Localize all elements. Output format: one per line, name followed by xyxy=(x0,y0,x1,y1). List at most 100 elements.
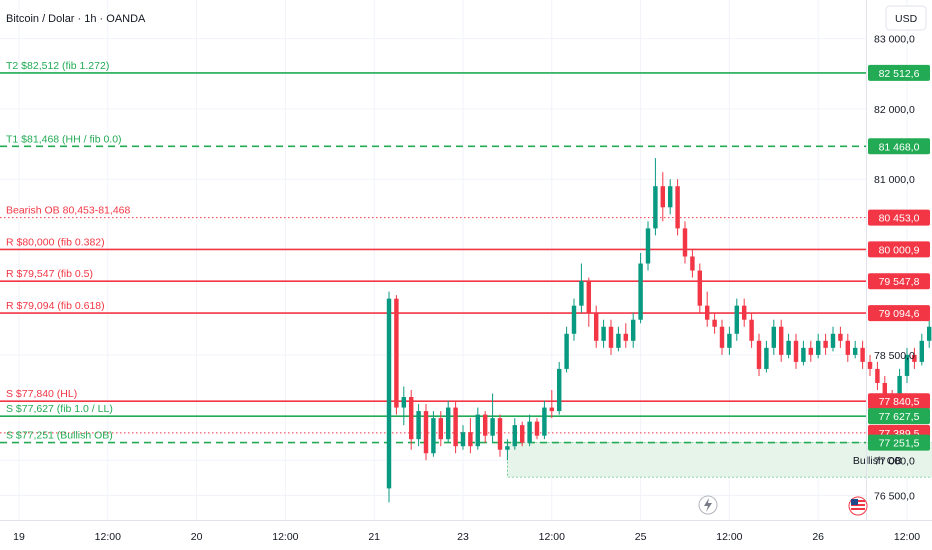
candle-body xyxy=(823,340,828,348)
candle-body xyxy=(919,340,925,362)
candle-body xyxy=(719,326,725,348)
level-label: S $77,840 (HL) xyxy=(6,388,77,400)
candle-body xyxy=(490,418,495,436)
candle-body xyxy=(690,256,695,271)
candle-body xyxy=(882,382,888,398)
candle-body xyxy=(867,361,873,369)
candle-body xyxy=(912,354,917,362)
candle-body xyxy=(815,340,821,355)
level-label: Bearish OB 80,453-81,468 xyxy=(6,205,130,217)
level-label: R $80,000 (fib 0.382) xyxy=(6,236,105,248)
x-tick-label: 25 xyxy=(635,531,647,543)
lightning-icon[interactable] xyxy=(698,495,718,515)
candle-body xyxy=(682,228,688,257)
price-tag xyxy=(868,209,930,226)
currency-button[interactable] xyxy=(885,5,927,31)
price-tags: 82 512,6 81 468,0 80 453,0 80 000,9 79 547,8… xyxy=(868,64,930,451)
candle-body xyxy=(394,298,399,408)
candle-body xyxy=(438,418,444,440)
candle-body xyxy=(623,333,629,341)
time-axis[interactable]: 1912:002012:00212312:002512:002612:00271… xyxy=(13,531,932,543)
candle-body xyxy=(468,432,473,447)
candle-body xyxy=(749,319,754,341)
candle-body xyxy=(601,326,606,341)
y-tick-label: 76 500,0 xyxy=(874,490,915,502)
candle-body xyxy=(852,347,858,355)
candle-body xyxy=(926,326,932,341)
x-tick-label: 12:00 xyxy=(272,531,298,543)
candle-body xyxy=(505,446,510,450)
price-tag xyxy=(868,393,930,410)
price-tag xyxy=(868,408,930,425)
candle-body xyxy=(497,418,503,450)
candle-body xyxy=(756,340,762,369)
price-tag-label: 77 251,5 xyxy=(879,438,920,450)
price-tag xyxy=(868,138,930,155)
candle-body xyxy=(475,414,481,447)
candle-body xyxy=(771,326,777,348)
candle-body xyxy=(579,281,584,306)
candle-body xyxy=(482,414,488,436)
x-tick-label: 12:00 xyxy=(894,531,920,543)
candle-body xyxy=(704,305,710,320)
candles xyxy=(386,158,932,503)
candle-body xyxy=(616,333,621,348)
candle-body xyxy=(423,411,429,454)
order-block-label: Bullish OB xyxy=(853,455,902,467)
candle-body xyxy=(630,319,636,341)
candle-body xyxy=(712,319,717,327)
candle-body xyxy=(445,407,451,440)
candle-body xyxy=(460,432,466,447)
x-tick-label: 12:00 xyxy=(95,531,121,543)
candle-body xyxy=(734,305,740,334)
candle-body xyxy=(838,333,843,341)
price-tag-label: 79 094,6 xyxy=(879,308,920,320)
chart-title: Bitcoin / Dolar · 1h · OANDA xyxy=(6,13,146,25)
candle-body xyxy=(801,347,806,362)
candle-body xyxy=(875,368,880,383)
candle-body xyxy=(727,333,732,348)
candle-body xyxy=(564,333,569,369)
candle-body xyxy=(845,340,851,355)
candle-body xyxy=(786,340,791,355)
price-tag-label: 79 547,8 xyxy=(879,276,920,288)
price-tag-label: 80 000,9 xyxy=(879,244,920,256)
candle-body xyxy=(645,228,651,264)
candle-body xyxy=(660,186,666,208)
level-label: S $77,627 (fib 1.0 / LL) xyxy=(6,403,113,415)
currency-label: USD xyxy=(895,13,918,25)
price-tag xyxy=(868,273,930,290)
price-tag-label: 81 468,0 xyxy=(879,141,920,153)
price-tag-label: 77 840,5 xyxy=(879,396,920,408)
candle-body xyxy=(534,421,540,436)
us-flag-icon[interactable] xyxy=(848,496,868,516)
candle-body xyxy=(586,281,592,313)
candle-body xyxy=(793,340,799,362)
candle-body xyxy=(608,326,614,348)
level-label: T1 $81,468 (HH / fib 0.0) xyxy=(6,133,122,145)
candle-body xyxy=(860,347,865,362)
x-tick-label: 19 xyxy=(13,531,25,543)
x-tick-label: 20 xyxy=(191,531,203,543)
candle-body xyxy=(697,270,703,306)
candle-body xyxy=(512,425,518,447)
price-tag-label: 82 512,6 xyxy=(879,68,920,80)
candle-body xyxy=(527,421,532,443)
candle-body xyxy=(638,263,643,320)
level-label: R $79,094 (fib 0.618) xyxy=(6,300,105,312)
candle-body xyxy=(764,347,769,369)
candle-body xyxy=(542,407,547,436)
price-tag xyxy=(868,241,930,258)
candle-body xyxy=(830,333,836,348)
candle-body xyxy=(653,186,658,229)
price-tag xyxy=(868,64,930,81)
candle-body xyxy=(667,186,673,208)
candle-body xyxy=(904,354,910,376)
price-axis[interactable]: 83 000,0 82 000,0 81 000,0 78 500,0 77 000,0… xyxy=(874,34,915,503)
y-tick-label: 82 000,0 xyxy=(874,104,915,116)
candle-body xyxy=(431,418,436,454)
x-tick-label: 23 xyxy=(457,531,469,543)
x-tick-label: 12:00 xyxy=(716,531,742,543)
x-tick-label: 12:00 xyxy=(539,531,565,543)
